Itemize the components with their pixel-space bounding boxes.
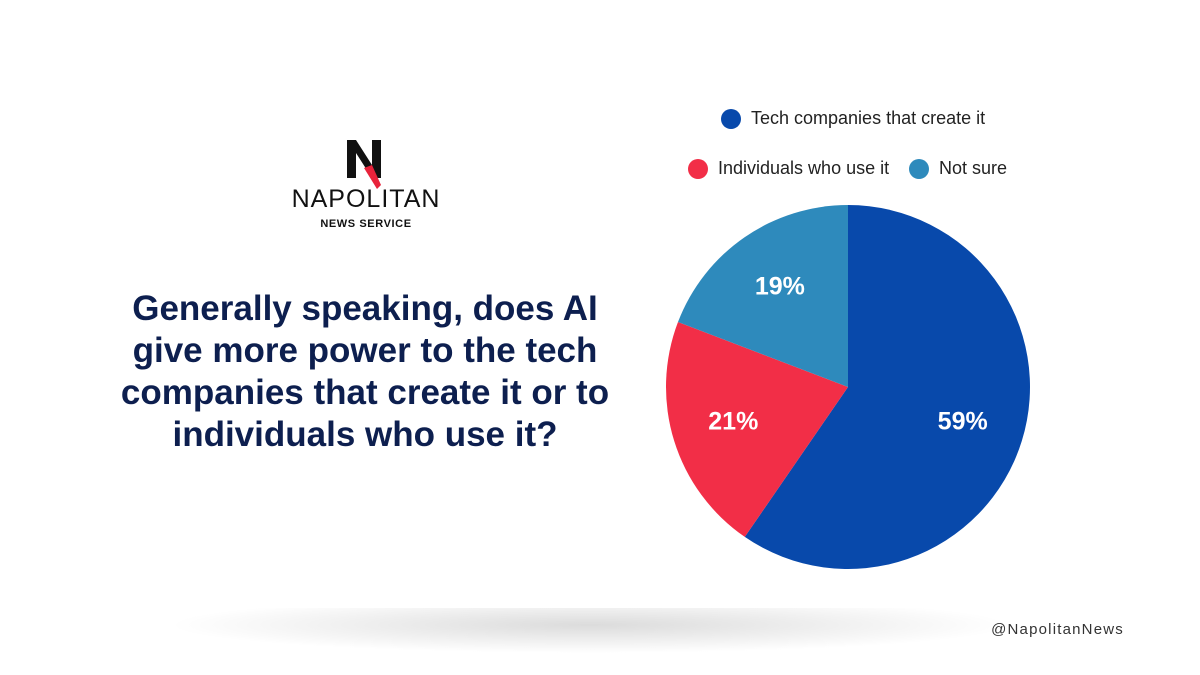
brand-tagline: NEWS SERVICE xyxy=(320,218,411,230)
legend-label: Tech companies that create it xyxy=(751,108,985,128)
legend-swatch xyxy=(909,159,929,179)
footer-handle: @NapolitanNews xyxy=(991,621,1124,638)
value-label: 21% xyxy=(708,407,758,435)
value-label: 19% xyxy=(755,273,805,301)
legend-swatch xyxy=(688,159,708,179)
legend-label: Individuals who use it xyxy=(718,158,889,178)
chart-title: Generally speaking, does AI give more po… xyxy=(120,289,610,454)
card-shadow xyxy=(170,597,1010,653)
pie-slice xyxy=(666,322,848,537)
pie-slice xyxy=(677,205,848,387)
value-label: 59% xyxy=(938,407,988,435)
brand-name: NAPOLITAN xyxy=(292,185,441,213)
logo-icon xyxy=(347,140,381,189)
pie-slice xyxy=(744,205,1030,569)
legend-swatch xyxy=(721,109,741,129)
legend-label: Not sure xyxy=(939,158,1007,178)
